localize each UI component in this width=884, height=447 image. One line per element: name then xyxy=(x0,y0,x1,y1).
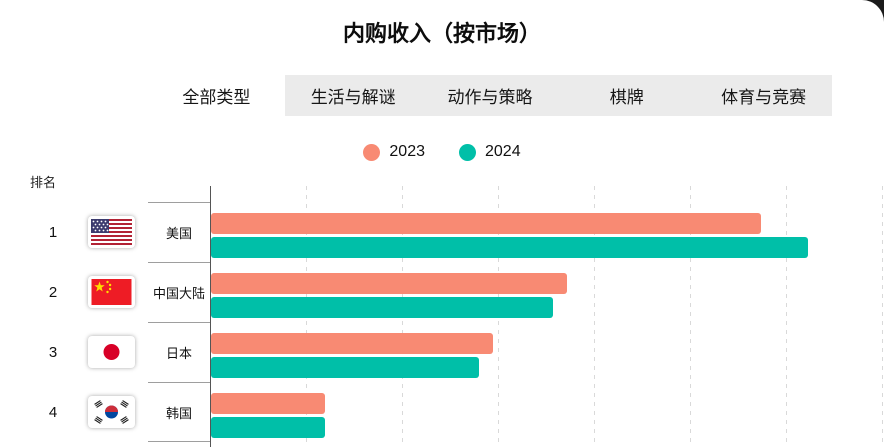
rank-number: 1 xyxy=(48,223,58,241)
bar-2023 xyxy=(211,393,326,414)
legend-item-2023[interactable]: 2023 xyxy=(363,143,425,161)
gridline xyxy=(594,186,595,447)
bar-2024 xyxy=(211,417,326,438)
tab-all-types[interactable]: 全部类型 xyxy=(148,75,285,116)
tab-sports-and-racing[interactable]: 体育与竞赛 xyxy=(721,88,807,107)
bar-2024 xyxy=(211,237,809,258)
chart-rows: 1 xyxy=(0,202,884,442)
south-korea-flag-icon xyxy=(88,396,135,428)
legend-dot-2024-icon xyxy=(459,143,476,161)
y-axis-line xyxy=(210,186,211,447)
rank-number: 4 xyxy=(48,403,58,421)
page-title: 内购收入（按市场） xyxy=(342,21,541,46)
market-row-south-korea: 4 韩国 xyxy=(0,382,884,442)
market-row-usa: 1 xyxy=(0,202,884,262)
category-tab-bar: 全部类型 生活与解谜 动作与策略 棋牌 体育与竞赛 xyxy=(148,75,832,116)
bar-group xyxy=(211,382,882,442)
market-label: 日本 xyxy=(148,322,210,382)
japan-flag-icon xyxy=(88,336,135,368)
gridline xyxy=(690,186,691,447)
market-label: 韩国 xyxy=(148,382,210,442)
legend-item-2024[interactable]: 2024 xyxy=(459,143,521,161)
market-label: 美国 xyxy=(148,202,210,262)
gridline xyxy=(882,186,883,447)
bar-group xyxy=(211,202,882,262)
market-row-japan: 3 日本 xyxy=(0,322,884,382)
us-flag-icon xyxy=(88,216,135,248)
bar-2023 xyxy=(211,333,493,354)
legend: 2023 2024 xyxy=(0,140,884,164)
bar-2024 xyxy=(211,297,554,318)
legend-label-2024: 2024 xyxy=(485,143,521,160)
bar-2023 xyxy=(211,273,567,294)
rank-number: 2 xyxy=(48,283,58,301)
tab-action-and-strategy[interactable]: 动作与策略 xyxy=(447,88,533,107)
rank-axis-header: 排名 xyxy=(30,175,57,190)
legend-dot-2023-icon xyxy=(363,143,381,161)
bar-2023 xyxy=(211,213,762,234)
rank-number: 3 xyxy=(48,343,58,361)
tab-life-and-puzzle[interactable]: 生活与解谜 xyxy=(310,88,396,107)
bar-group xyxy=(211,262,882,322)
bar-2024 xyxy=(211,357,480,378)
market-row-china: 2 中国大陆 xyxy=(0,262,884,322)
gridline xyxy=(786,186,787,447)
bar-group xyxy=(211,322,882,382)
china-flag-icon xyxy=(88,276,135,308)
legend-label-2023: 2023 xyxy=(389,143,425,160)
market-label: 中国大陆 xyxy=(148,262,210,322)
tab-board-and-cards[interactable]: 棋牌 xyxy=(609,88,644,107)
